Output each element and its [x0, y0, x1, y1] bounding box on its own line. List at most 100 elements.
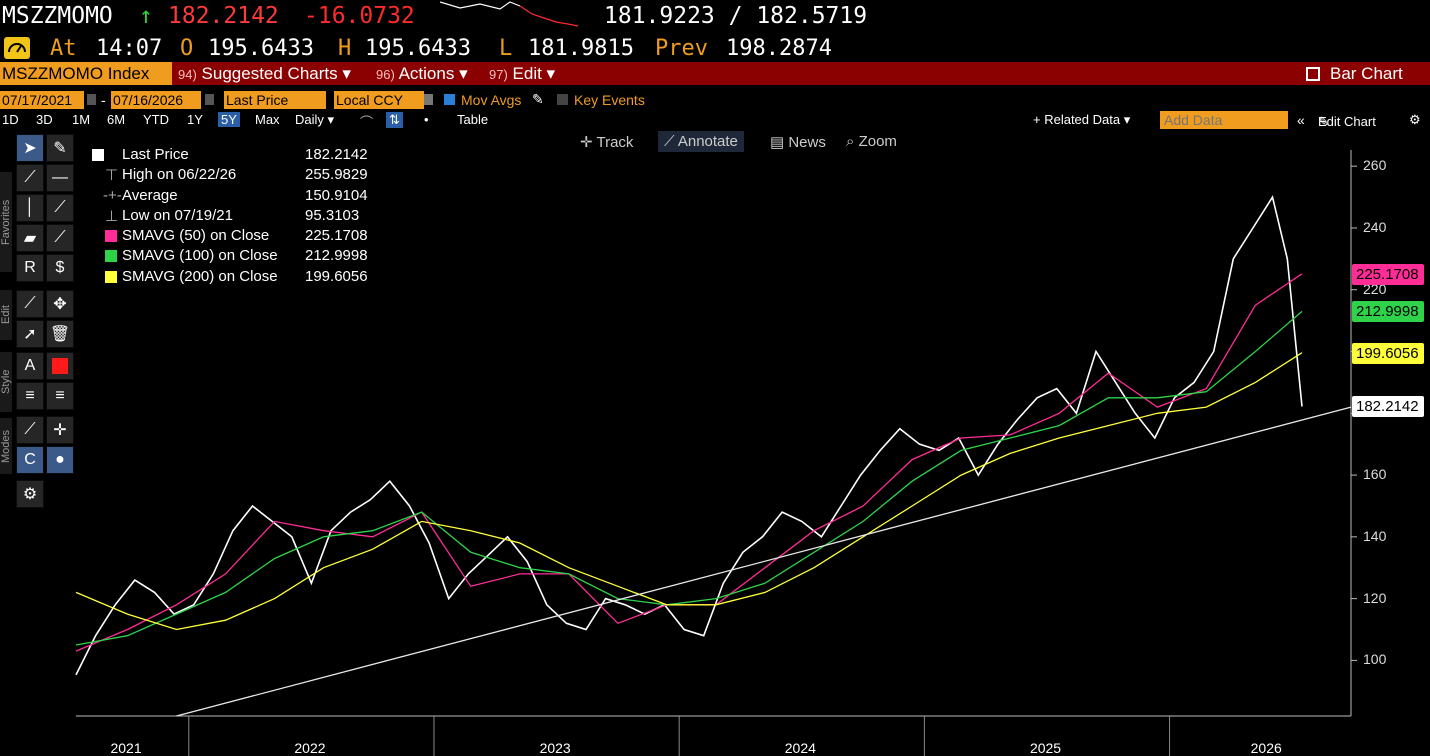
edit-menu[interactable]: 97) Edit ▾	[489, 64, 555, 84]
line-weight-icon[interactable]: ≡	[16, 382, 44, 410]
horizontal-line-icon[interactable]: —	[46, 164, 74, 192]
period-1y[interactable]: 1Y	[187, 112, 203, 127]
track-tool[interactable]: ✛ Track	[580, 133, 633, 151]
high-value: 195.6433	[365, 36, 471, 61]
chart-tool-strip: ✛ Track ⟋ Annotate ▤ News ⌕ Zoom	[580, 131, 920, 153]
crosshair-plus-icon[interactable]: ✛	[46, 416, 74, 444]
series-smavg-100	[75, 310, 1303, 646]
x-tick-label: 2026	[1250, 740, 1282, 756]
segment-icon[interactable]: ⟋	[46, 194, 74, 222]
add-data-input[interactable]	[1160, 111, 1288, 129]
draw-line-icon[interactable]: ⟋	[16, 290, 44, 318]
bid-ask: 181.9223 / 182.5719	[604, 3, 868, 29]
pencil-icon[interactable]: ✎	[532, 91, 544, 107]
high-label: H	[338, 36, 352, 61]
select-arrow-icon[interactable]: ➤	[16, 134, 44, 162]
currency-selector[interactable]: Local CCY	[334, 91, 424, 109]
bar-style-icon[interactable]: ⇅	[386, 112, 403, 128]
security-field[interactable]: MSZZMOMO Index	[0, 62, 172, 85]
period-3d[interactable]: 3D	[36, 112, 53, 127]
field-selector[interactable]: Last Price	[224, 91, 326, 109]
frequency-selector[interactable]: Daily ▾	[295, 112, 335, 127]
period-5y[interactable]: 5Y	[218, 112, 240, 127]
quote-time: 14:07	[96, 36, 163, 61]
prev-label: Prev	[655, 36, 708, 61]
brush-icon[interactable]: ⟋	[46, 224, 74, 252]
gear-icon[interactable]: ⚙	[16, 480, 44, 508]
key-events-label[interactable]: Key Events	[574, 92, 645, 108]
calendar-icon[interactable]	[205, 94, 214, 105]
open-value: 195.6433	[208, 36, 314, 61]
legend-row-sma100: SMAVG (100) on Close 212.9998	[92, 247, 382, 267]
mov-avgs-checkbox[interactable]	[444, 94, 455, 105]
ruler-icon[interactable]: ⟋	[16, 416, 44, 444]
annotate-tool[interactable]: ⟋ Annotate	[658, 131, 744, 152]
legend-value: 225.1708	[305, 227, 368, 245]
period-1d[interactable]: 1D	[2, 112, 19, 127]
period-6m[interactable]: 6M	[107, 112, 126, 127]
multi-color-icon[interactable]: ●	[46, 446, 74, 474]
end-date-field[interactable]: 07/16/2026	[111, 91, 201, 109]
start-date-field[interactable]: 07/17/2021	[0, 91, 84, 109]
bar-chart-button[interactable]: Bar Chart	[1306, 64, 1403, 84]
actions-menu[interactable]: 96) Actions ▾	[376, 64, 468, 84]
up-arrow-icon: ↑	[139, 3, 153, 29]
quote-header: MSZZMOMO ↑ 182.2142 -16.0732 181.9223 / …	[0, 0, 1430, 34]
legend-value: 182.2142	[305, 146, 368, 163]
legend-row-sma50: SMAVG (50) on Close 225.1708	[92, 227, 382, 247]
calendar-icon[interactable]	[87, 94, 96, 105]
table-button[interactable]: Table	[457, 112, 489, 127]
edit-chart-label: Edit Chart	[1318, 114, 1376, 129]
legend-label: Last Price	[122, 146, 189, 163]
gauge-icon[interactable]	[4, 37, 30, 59]
legend-row-sma200: SMAVG (200) on Close 199.6056	[92, 268, 382, 288]
line-style-icon[interactable]: ≡	[46, 382, 74, 410]
low-marker-icon: ⊥	[105, 207, 119, 225]
legend-value: 255.9829	[305, 166, 368, 184]
zoom-tool[interactable]: ⌕ Zoom	[846, 133, 897, 150]
related-data-menu[interactable]: + Related Data ▾	[1033, 112, 1131, 127]
ticker-symbol[interactable]: MSZZMOMO	[2, 3, 113, 29]
period-ytd[interactable]: YTD	[143, 112, 169, 127]
pencil-icon: ✎	[1318, 114, 1329, 129]
trash-icon[interactable]: 🗑	[46, 320, 74, 348]
chevron-down-icon[interactable]	[424, 94, 433, 105]
legend-value: 95.3103	[305, 206, 360, 224]
key-events-checkbox[interactable]	[557, 94, 568, 105]
chart-controls-row: 07/17/2021 - 07/16/2026 Last Price Local…	[0, 90, 1430, 110]
text-style-icon[interactable]: A	[16, 352, 44, 380]
retracement-icon[interactable]: R	[16, 254, 44, 282]
legend-label: SMAVG (100) on Close	[122, 247, 278, 265]
x-tick-label: 2024	[784, 740, 816, 756]
average-marker-icon: -+-	[103, 186, 122, 204]
collapse-icon[interactable]: «	[1297, 112, 1305, 128]
line-chart-icon[interactable]: ⌒	[360, 115, 374, 130]
channel-icon[interactable]: ▰	[16, 224, 44, 252]
edit-label: Edit ▾	[512, 64, 556, 83]
gear-icon[interactable]: ⚙	[1409, 112, 1421, 127]
period-1m[interactable]: 1M	[72, 112, 91, 127]
mov-avgs-label[interactable]: Mov Avgs	[461, 92, 522, 108]
fibonacci-icon[interactable]: $	[46, 254, 74, 282]
dots-menu-icon[interactable]: •	[424, 112, 429, 127]
magnifier-icon: ⌕	[846, 133, 859, 150]
y-tick-label: 140	[1363, 527, 1387, 544]
suggested-charts-menu[interactable]: 94) Suggested Charts ▾	[178, 64, 351, 84]
y-tick-label: 260	[1363, 157, 1387, 174]
news-tool[interactable]: ▤ News	[770, 133, 826, 151]
trendline-icon[interactable]: ⟋	[16, 164, 44, 192]
pen-tool-icon[interactable]: ✎	[46, 134, 74, 162]
mode-c-icon[interactable]: C	[16, 446, 44, 474]
move-icon[interactable]: ✥	[46, 290, 74, 318]
bar-chart-label: Bar Chart	[1330, 64, 1403, 83]
edit-num: 97)	[489, 67, 508, 82]
vertical-line-icon[interactable]: │	[16, 194, 44, 222]
pointer-plus-icon[interactable]: ➚	[16, 320, 44, 348]
color-picker-icon[interactable]	[46, 352, 74, 380]
period-max[interactable]: Max	[255, 112, 280, 127]
legend-swatch	[105, 230, 117, 243]
menu-bar: MSZZMOMO Index 94) Suggested Charts ▾ 96…	[0, 62, 1430, 85]
actions-num: 96)	[376, 67, 395, 82]
annotate-label: Annotate	[677, 133, 738, 150]
